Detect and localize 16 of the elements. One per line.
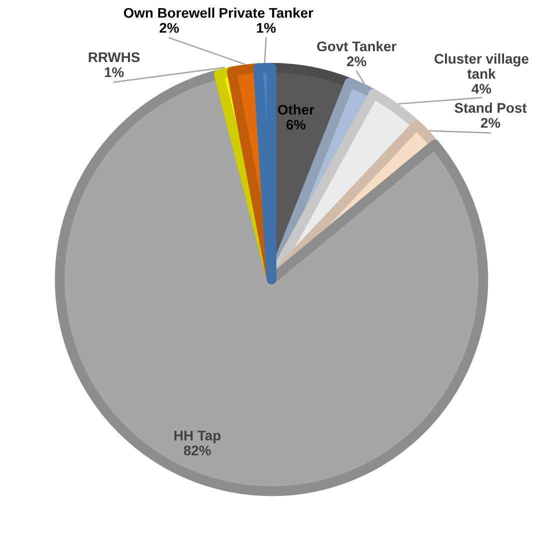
slice-label: Govt Tanker xyxy=(317,41,396,52)
slice-label: HH Tap xyxy=(174,430,221,444)
slice-label: Own Borewell xyxy=(124,8,214,18)
data-label: 2% xyxy=(160,22,179,33)
data-label: 1% xyxy=(104,67,124,78)
data-label: 1% xyxy=(256,22,276,33)
slice-label: Private Tanker xyxy=(220,8,314,18)
data-label: 4% xyxy=(472,84,492,94)
data-label: 82% xyxy=(184,446,211,456)
slice-label: RRWHS xyxy=(88,52,140,62)
data-label: 2% xyxy=(347,56,366,66)
slice-label: Cluster village tank xyxy=(434,54,528,79)
slice-label: Other xyxy=(278,104,314,115)
slice-label: Stand Post xyxy=(454,102,527,113)
data-label: 2% xyxy=(480,118,500,128)
data-label: 6% xyxy=(286,120,306,130)
